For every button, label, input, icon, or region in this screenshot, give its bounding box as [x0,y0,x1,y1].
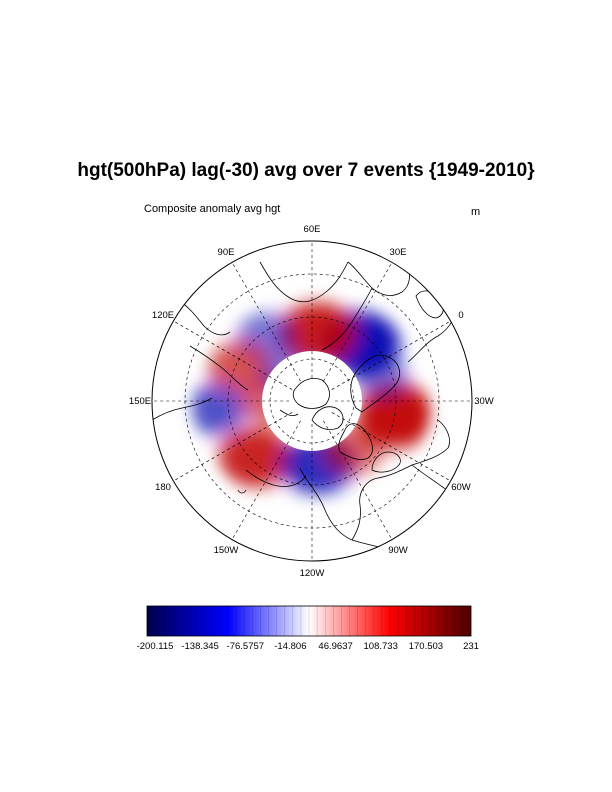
positive-anomaly [218,427,293,488]
longitude-label: 60W [451,482,471,493]
lat-lon-grid [152,241,472,561]
longitude-labels: 60E 30E 0 30W 60W 90W 120W 150W 180 150E 120E 90E [129,224,494,579]
colorbar-label: 170.503 [408,641,444,652]
positive-anomaly [207,341,272,393]
meridian-line [173,412,293,482]
positive-anomaly [323,425,384,475]
longitude-label: 120E [152,310,174,321]
longitude-label: 150E [129,396,151,407]
longitude-label: 150W [214,545,239,556]
negative-anomaly [182,384,247,436]
longitude-label: 30W [474,396,494,407]
longitude-label: 30E [390,247,407,258]
meridian-line [231,262,301,382]
colorbar-label: -14.806 [274,641,307,652]
colorbar [146,605,472,637]
plot-title: hgt(500hPa) lag(-30) avg over 7 events {… [77,160,535,181]
longitude-label: 90W [388,545,408,556]
colorbar-label: 231 [463,641,479,652]
map-boundary [151,240,473,562]
meridian-line [323,262,393,382]
longitude-label: 120W [300,568,325,579]
colorbar-label: 108.733 [363,641,398,652]
colorbar-label: -76.5757 [226,641,265,652]
negative-anomaly [353,354,409,398]
longitude-label: 60E [304,224,321,235]
colorbar-label: -200.115 [136,641,174,652]
longitude-label: 90E [218,247,235,258]
meridian-line [173,320,293,390]
meridian-line [331,320,451,390]
colorbar-label: 46.9637 [318,641,353,652]
longitude-label: 0 [458,310,463,321]
units-label: m [471,206,481,218]
meridian-line [331,412,451,482]
negative-anomaly [261,351,316,395]
meridian-line [231,420,301,540]
longitude-label: 180 [155,482,171,493]
positive-anomaly [279,302,357,364]
colorbar-label: -138.345 [181,641,219,652]
plot-subtitle: Composite anomaly avg hgt [144,203,281,215]
meridian-line [323,420,393,540]
